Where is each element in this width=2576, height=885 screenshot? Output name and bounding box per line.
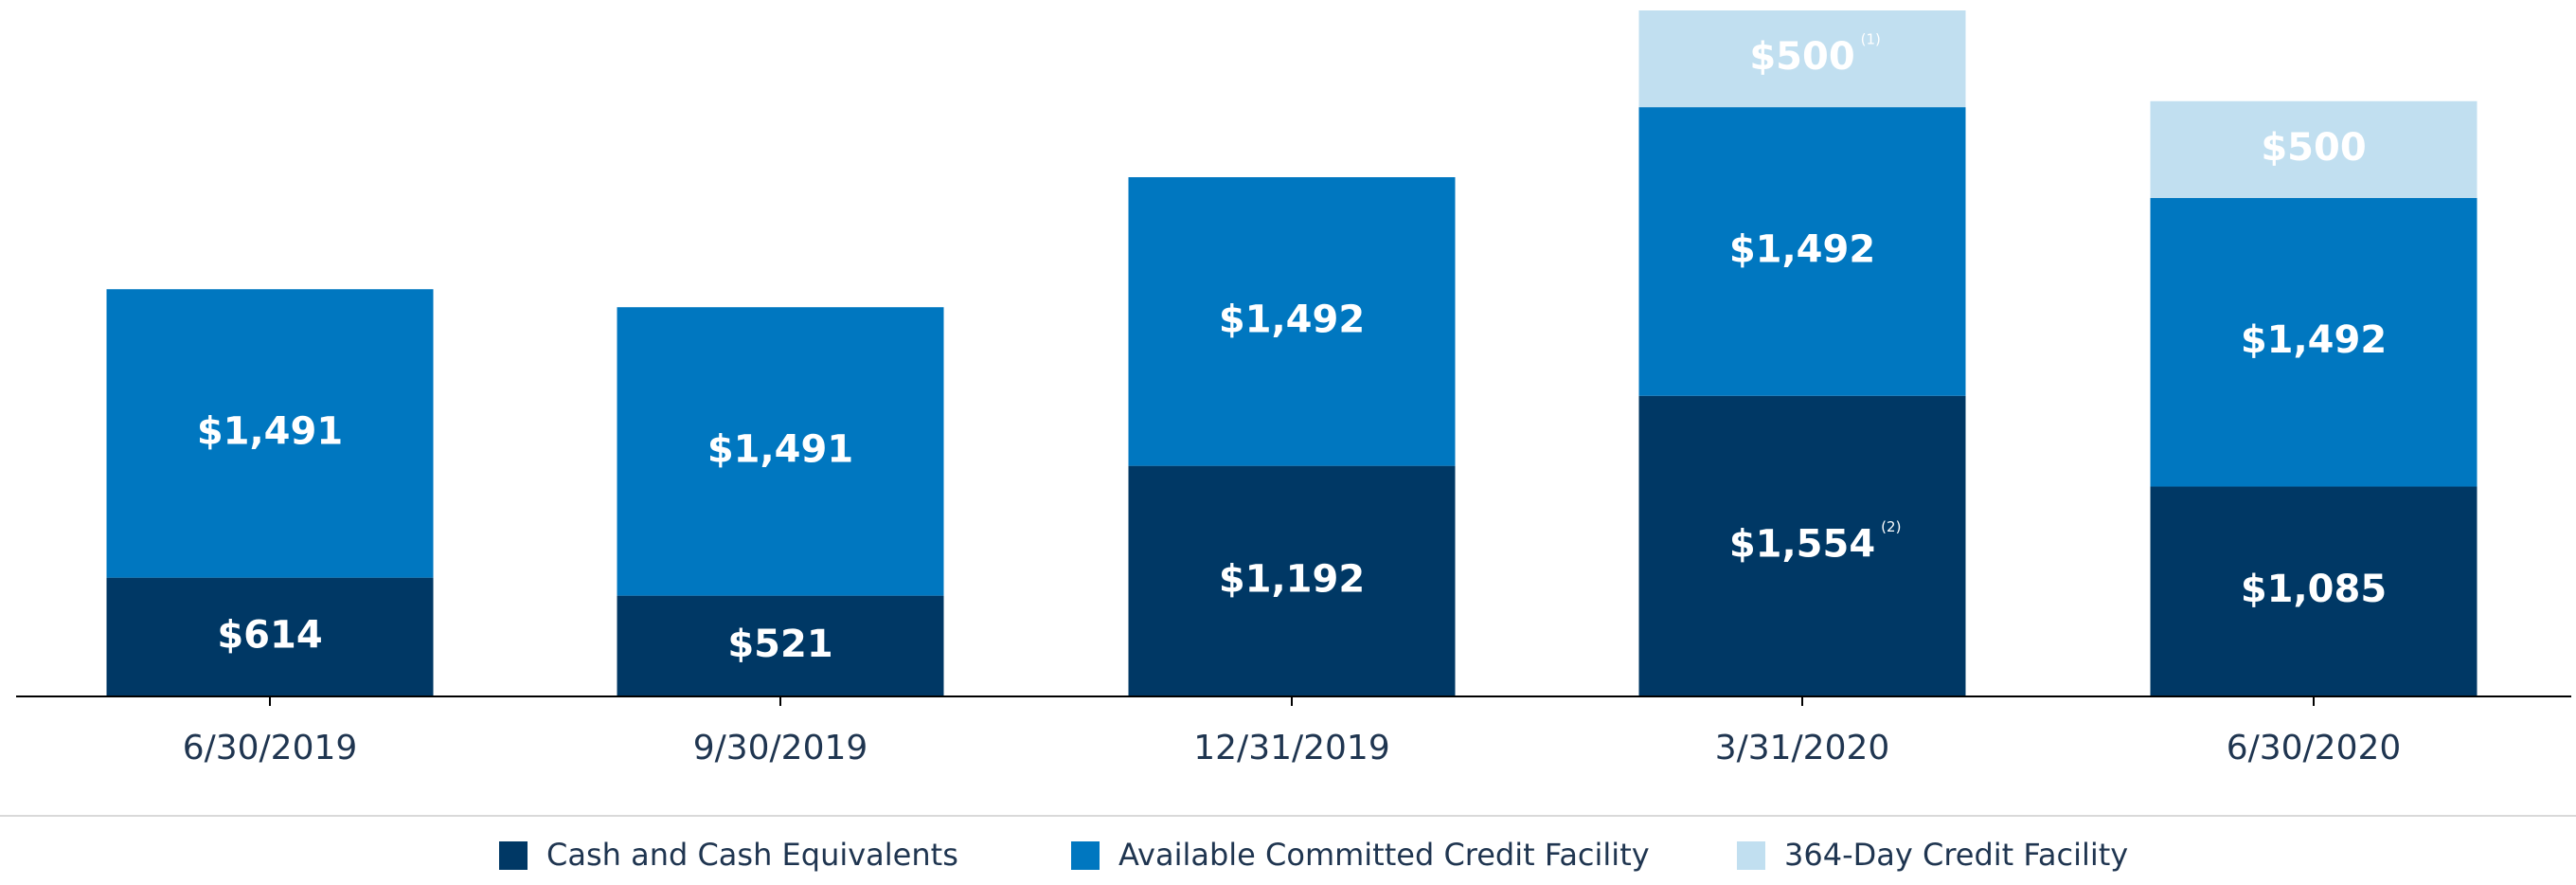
- legend-label: Cash and Cash Equivalents: [546, 837, 958, 873]
- value-label: $1,192: [1219, 557, 1365, 601]
- footnote-mark: (1): [1861, 31, 1881, 48]
- x-tick-label: 9/30/2019: [693, 729, 868, 768]
- bar-segment: [1638, 10, 1966, 108]
- x-tick-label: 3/31/2020: [1715, 729, 1890, 768]
- value-label: $614: [217, 613, 322, 657]
- bar-segment: [1128, 465, 1456, 696]
- bar-segment: [1128, 177, 1456, 466]
- value-label: $500: [1749, 35, 1854, 79]
- x-tick-label: 6/30/2019: [183, 729, 358, 768]
- legend-swatch: [1737, 841, 1765, 870]
- bar-segment: [106, 577, 434, 696]
- bar-segment: [2150, 100, 2478, 198]
- legend-swatch: [1071, 841, 1100, 870]
- value-label: $1,492: [1729, 227, 1875, 271]
- value-label: $1,085: [2241, 568, 2387, 611]
- x-tick-label: 6/30/2020: [2227, 729, 2402, 768]
- footnote-mark: (2): [1881, 518, 1901, 535]
- bar-segment: [617, 595, 944, 696]
- bar-segment: [617, 307, 944, 596]
- value-label: $1,492: [1219, 298, 1365, 341]
- bar-segment: [1638, 395, 1966, 696]
- value-label: $1,491: [197, 409, 343, 453]
- bar-segment: [106, 289, 434, 578]
- value-label: $500: [2261, 126, 2366, 170]
- bar-segment: [1638, 107, 1966, 396]
- value-label: $1,554: [1729, 522, 1875, 566]
- legend-swatch: [499, 841, 528, 870]
- legend-label: Available Committed Credit Facility: [1118, 837, 1650, 873]
- legend-label: 364-Day Credit Facility: [1784, 837, 2128, 873]
- value-label: $1,491: [707, 427, 853, 471]
- bar-segment: [2150, 197, 2478, 487]
- bar-segment: [2150, 486, 2478, 696]
- value-label: $1,492: [2241, 318, 2387, 362]
- value-label: $521: [727, 623, 832, 666]
- x-tick-label: 12/31/2019: [1193, 729, 1390, 768]
